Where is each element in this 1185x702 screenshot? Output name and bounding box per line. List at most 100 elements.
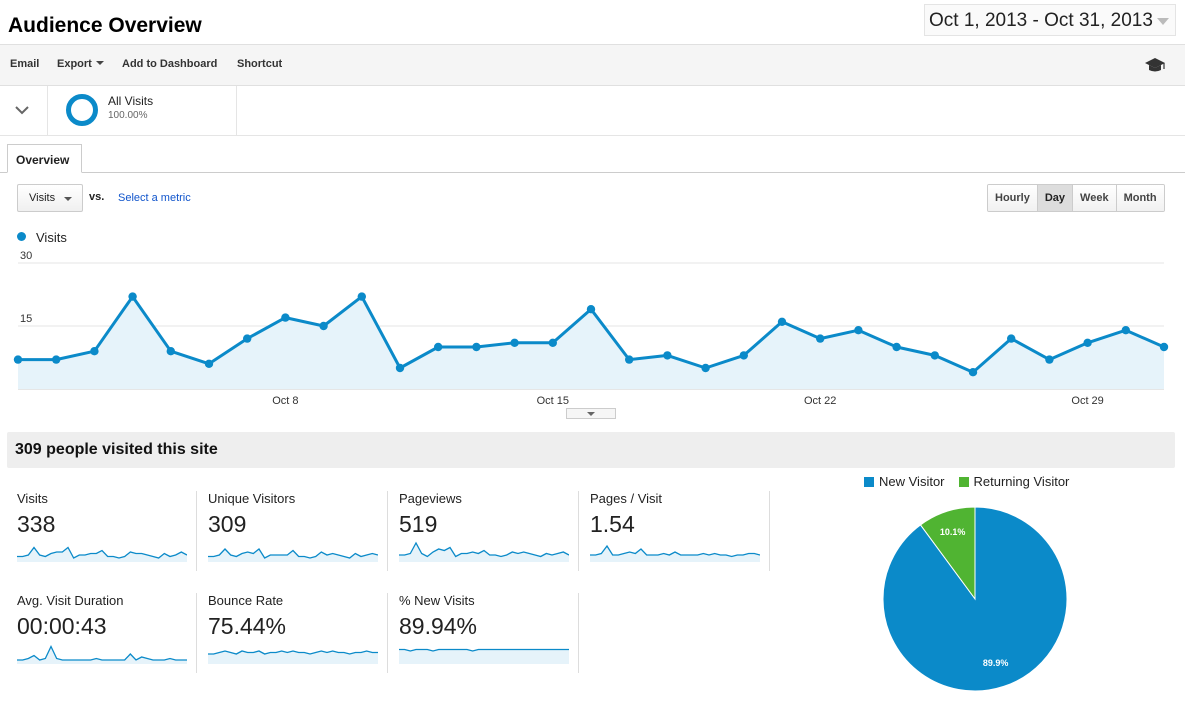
date-range-label: Oct 1, 2013 - Oct 31, 2013 <box>929 10 1153 31</box>
data-point[interactable] <box>472 342 481 352</box>
page-title: Audience Overview <box>8 14 202 37</box>
kpi-visits[interactable]: Visits 338 <box>7 491 197 571</box>
kpi-label: Visits <box>17 491 48 506</box>
data-point[interactable] <box>13 355 23 364</box>
kpi-value: 1.54 <box>590 511 635 537</box>
graduation-cap-icon[interactable] <box>1144 57 1166 73</box>
kpi-value: 519 <box>399 511 438 537</box>
report-toolbar: Email Export Add to Dashboard Shortcut <box>0 44 1185 86</box>
data-point[interactable] <box>1121 326 1131 335</box>
kpi-label: Unique Visitors <box>208 491 296 506</box>
shortcut-button[interactable]: Shortcut <box>237 58 283 70</box>
data-point[interactable] <box>128 292 137 301</box>
data-point[interactable] <box>1007 334 1016 343</box>
chart-resize-handle[interactable] <box>566 408 616 419</box>
legend-returning-visitor: Returning Visitor <box>958 474 1070 489</box>
legend-swatch <box>864 477 874 487</box>
data-point[interactable] <box>90 347 99 356</box>
data-point[interactable] <box>777 317 787 326</box>
data-point[interactable] <box>204 359 214 368</box>
pie-slice[interactable] <box>882 506 1068 692</box>
kpi-label: Avg. Visit Duration <box>17 593 124 608</box>
sparkline-area <box>208 549 378 562</box>
chevron-down-icon <box>1157 18 1169 25</box>
data-point[interactable] <box>1159 342 1169 352</box>
sparkline <box>208 650 378 664</box>
sparkline <box>17 546 187 562</box>
metric-select[interactable]: Visits <box>17 184 83 212</box>
date-range-picker[interactable]: Oct 1, 2013 - Oct 31, 2013 <box>924 4 1176 36</box>
data-point[interactable] <box>1083 338 1092 347</box>
select-metric-link[interactable]: Select a metric <box>118 192 191 204</box>
kpi-label: Pages / Visit <box>590 491 663 506</box>
kpi-value: 309 <box>208 511 247 537</box>
segment-percent: 100.00% <box>108 110 148 121</box>
kpi-unique-visitors[interactable]: Unique Visitors 309 <box>198 491 388 571</box>
data-point[interactable] <box>892 342 901 352</box>
data-point[interactable] <box>52 355 61 364</box>
kpi-label: % New Visits <box>399 593 475 608</box>
tab-overview[interactable]: Overview <box>7 144 82 173</box>
data-point[interactable] <box>586 305 596 314</box>
data-point[interactable] <box>816 334 825 343</box>
data-point[interactable] <box>395 363 405 373</box>
data-point[interactable] <box>701 363 710 373</box>
data-point[interactable] <box>243 334 252 343</box>
metric-select-value: Visits <box>29 192 56 204</box>
data-point[interactable] <box>166 347 175 356</box>
segment-name: All Visits <box>108 94 154 108</box>
x-tick-label: Oct 29 <box>1071 395 1103 407</box>
x-tick-label: Oct 8 <box>272 395 298 407</box>
legend-returning-visitor-label: Returning Visitor <box>973 474 1070 489</box>
kpi-pageviews[interactable]: Pageviews 519 <box>389 491 579 571</box>
data-point[interactable] <box>663 351 672 360</box>
data-point[interactable] <box>968 368 978 377</box>
segment-all-visits[interactable]: All Visits 100.00% <box>48 86 237 136</box>
data-point[interactable] <box>319 321 328 331</box>
chevron-down-icon <box>64 197 72 201</box>
segment-toggle[interactable] <box>0 86 48 136</box>
interval-week[interactable]: Week <box>1072 185 1116 211</box>
pie-slice-label: 89.9% <box>983 658 1009 668</box>
sparkline-area <box>399 543 569 562</box>
data-point[interactable] <box>625 355 634 364</box>
data-point[interactable] <box>739 351 748 360</box>
interval-day[interactable]: Day <box>1036 185 1073 211</box>
kpi-bounce-rate[interactable]: Bounce Rate 75.44% <box>198 593 388 673</box>
data-point[interactable] <box>930 351 939 360</box>
add-to-dashboard-button[interactable]: Add to Dashboard <box>122 58 218 70</box>
x-tick-label: Oct 22 <box>804 395 836 407</box>
legend-new-visitor: New Visitor <box>864 474 945 489</box>
data-point[interactable] <box>510 338 519 347</box>
y-tick-label: 30 <box>20 250 32 262</box>
sparkline <box>399 541 569 562</box>
kpi-avg-visit-duration[interactable]: Avg. Visit Duration 00:00:43 <box>7 593 197 673</box>
kpi-value: 89.94% <box>399 613 478 639</box>
sparkline-area <box>17 547 187 562</box>
legend-swatch <box>958 477 969 487</box>
sparkline-line <box>590 544 760 558</box>
sparkline-area <box>399 649 569 664</box>
data-point[interactable] <box>281 313 290 322</box>
sparkline-line <box>208 548 378 559</box>
interval-hourly[interactable]: Hourly <box>988 185 1037 211</box>
data-point[interactable] <box>1045 355 1054 364</box>
export-button[interactable]: Export <box>57 58 104 70</box>
visits-line-chart: 15 30 Oct 8 Oct 15 Oct 22 Oct 29 <box>13 250 1169 407</box>
data-point[interactable] <box>357 292 366 301</box>
sparkline <box>17 644 187 664</box>
tab-bar-line <box>0 172 1185 173</box>
sparkline-line <box>208 650 378 655</box>
visits-area <box>18 296 1164 389</box>
sparkline-area <box>208 651 378 664</box>
data-point[interactable] <box>854 326 863 335</box>
interval-toggle: Hourly Day Week Month <box>987 184 1165 212</box>
kpi-new-visits[interactable]: % New Visits 89.94% <box>389 593 579 673</box>
data-point[interactable] <box>548 338 557 347</box>
chevron-down-icon <box>95 61 104 65</box>
kpi-label: Pageviews <box>399 491 462 506</box>
interval-month[interactable]: Month <box>1115 185 1164 211</box>
email-button[interactable]: Email <box>10 58 40 70</box>
data-point[interactable] <box>434 342 443 352</box>
kpi-pages-visit[interactable]: Pages / Visit 1.54 <box>580 491 770 571</box>
